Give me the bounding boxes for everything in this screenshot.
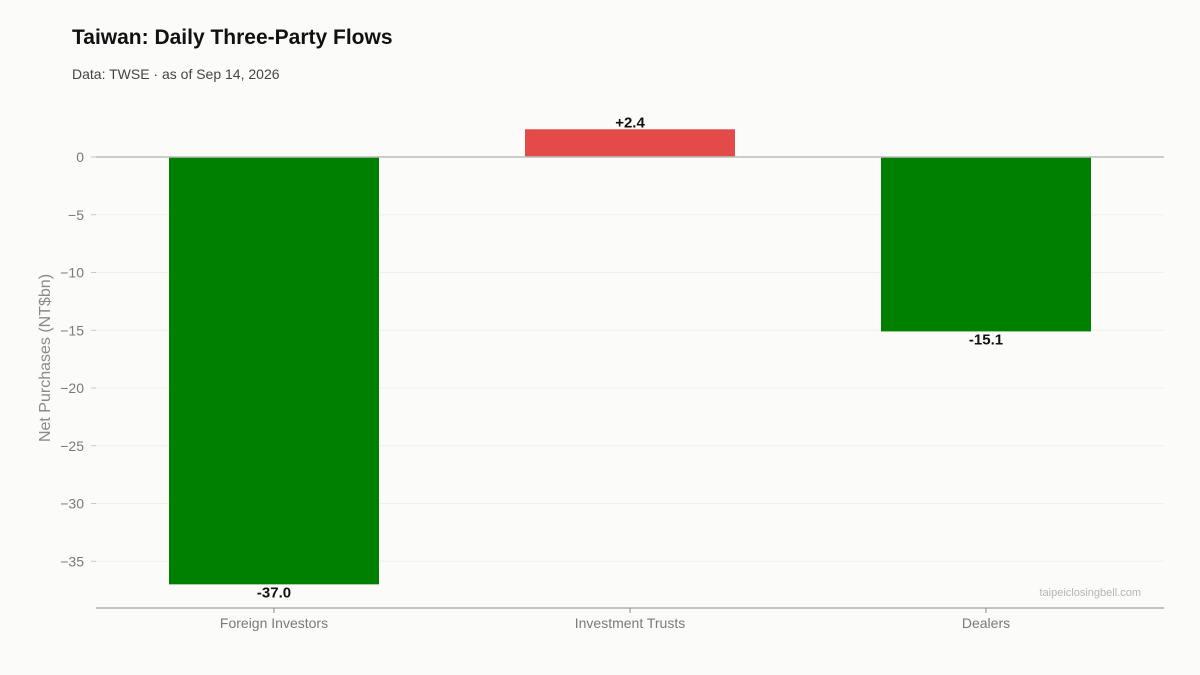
x-tick-label: Dealers [962,615,1010,631]
y-tick-label: −10 [60,265,84,281]
y-tick-label: −25 [60,438,84,454]
data-label: -37.0 [257,584,291,601]
y-tick-label: −30 [60,496,84,512]
labels: 0 −5 −10 −15 −20 −25 −30 −35 -37.0 Foreign Invest… [60,114,1010,631]
data-label: -15.1 [969,331,1003,348]
bar [881,157,1091,332]
x-tick-label: Investment Trusts [575,615,685,631]
y-tick-label: −15 [60,322,84,338]
y-tick-label: −35 [60,553,84,569]
x-tick-label: Foreign Investors [220,615,328,631]
watermark: taipeiclosingbell.com [1040,587,1142,599]
bars [169,129,1091,585]
y-axis-label: Net Purchases (NT$bn) [37,274,54,442]
axes [91,156,1164,613]
y-tick-label: −20 [60,380,84,396]
chart-subtitle: Data: TWSE · as of Sep 14, 2026 [72,66,280,82]
bar [169,157,379,585]
y-tick-label: 0 [76,149,84,165]
chart-title: Taiwan: Daily Three-Party Flows [72,26,393,49]
bar [525,129,735,157]
y-tick-label: −5 [68,207,84,223]
data-label: +2.4 [615,114,645,131]
